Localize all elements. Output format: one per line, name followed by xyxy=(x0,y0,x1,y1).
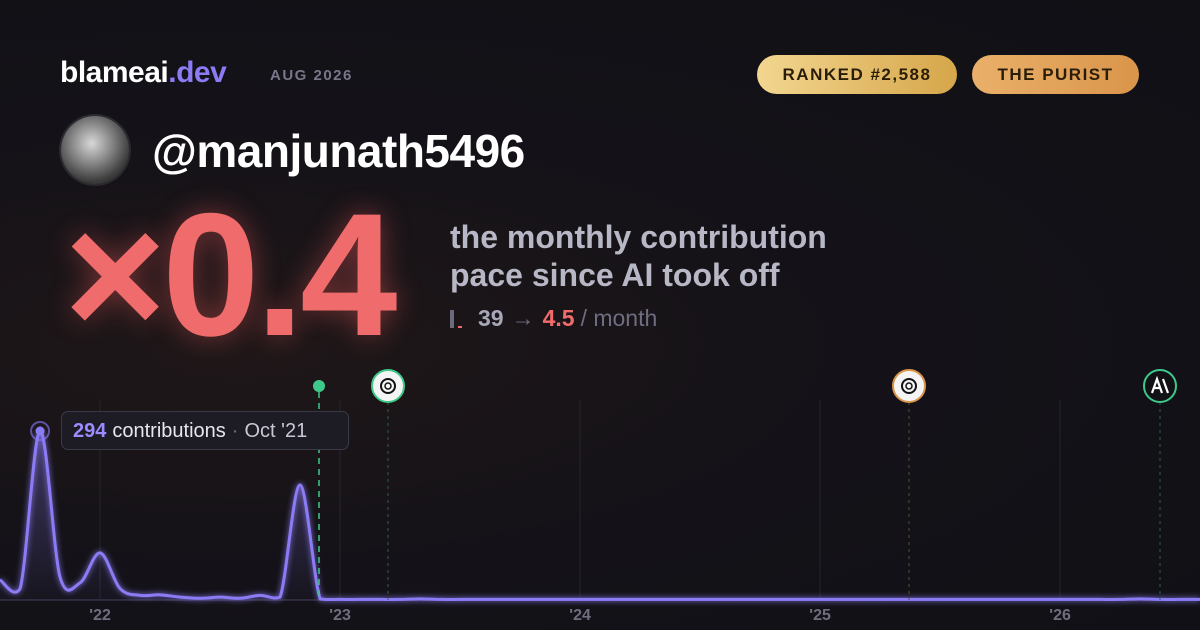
handle: @manjunath5496 xyxy=(152,125,525,177)
type-badge: THE PURIST xyxy=(972,55,1139,94)
x-tick-label: '22 xyxy=(89,607,111,624)
brand-name: blameai xyxy=(60,56,169,89)
tooltip-separator: · xyxy=(231,420,239,442)
headline-line: pace since AI took off xyxy=(450,257,780,293)
line xyxy=(0,429,1200,602)
event-icon xyxy=(1143,369,1177,403)
event-icon xyxy=(892,369,926,403)
tooltip-value: 294 xyxy=(73,420,107,442)
x-tick-label: '26 xyxy=(1049,607,1071,624)
highlight-ring xyxy=(30,421,51,441)
area xyxy=(0,430,1200,600)
pace-arrow: → xyxy=(511,305,535,331)
highlight-point xyxy=(35,426,45,436)
pace-icon xyxy=(450,310,462,328)
tooltip-unit: contributions xyxy=(112,420,226,442)
brand: blameai.dev xyxy=(60,56,227,90)
rank-badge: RANKED #2,588 xyxy=(757,55,957,94)
avatar xyxy=(61,116,129,184)
event-icon xyxy=(371,369,405,403)
plot: '22 '23 '24 '25 '26 xyxy=(0,400,1200,624)
multiplier: ×0.4 xyxy=(64,178,397,373)
tooltip-label: Oct '21 xyxy=(244,420,308,442)
x-tick-label: '25 xyxy=(809,607,831,624)
pace: 39 → 4.5/ month xyxy=(450,305,657,332)
x-tick-label: '24 xyxy=(569,607,591,624)
tooltip: 294 contributions · Oct '21 xyxy=(61,411,349,450)
pace-after: 4.5 xyxy=(542,305,575,331)
pace-unit: / month xyxy=(580,305,658,331)
pace-before: 39 xyxy=(478,305,504,331)
date: AUG 2026 xyxy=(270,67,353,84)
x-tick-label: '23 xyxy=(329,607,351,624)
headline-line: the monthly contribution xyxy=(450,219,827,255)
brand-suffix: .dev xyxy=(168,56,227,89)
event-dot xyxy=(313,380,325,392)
